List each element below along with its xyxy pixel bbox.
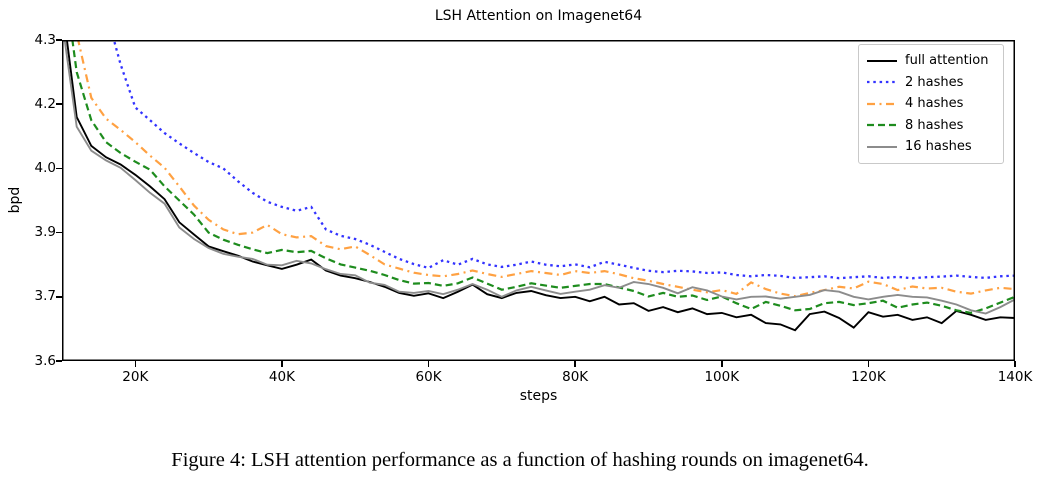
y-tick-mark	[56, 231, 62, 234]
legend-item-8-hashes: 8 hashes	[866, 115, 995, 137]
x-tick-label: 100K	[704, 369, 740, 385]
y-tick-label: 4.3	[34, 31, 56, 48]
series-line-2-hashes	[112, 40, 1015, 280]
legend-label: 2 hashes	[905, 74, 964, 90]
legend-item-16-hashes: 16 hashes	[866, 136, 995, 158]
x-tick-mark	[574, 361, 576, 367]
x-tick-mark	[134, 361, 137, 367]
x-tick-mark	[1014, 361, 1016, 367]
x-tick-label: 140K	[997, 369, 1033, 385]
y-tick-label: 3.7	[34, 288, 56, 305]
legend-label: full attention	[905, 53, 989, 69]
x-tick-label: 60K	[415, 369, 442, 385]
legend-label: 4 hashes	[905, 96, 964, 112]
legend-line-sample	[867, 81, 897, 84]
x-tick-mark	[281, 361, 283, 367]
legend-item-2-hashes: 2 hashes	[866, 72, 995, 94]
legend-line-sample	[867, 59, 897, 62]
legend-label: 16 hashes	[905, 139, 972, 155]
y-tick-mark	[56, 360, 62, 362]
x-tick-label: 120K	[851, 369, 886, 385]
legend-label: 8 hashes	[905, 117, 964, 133]
x-tick-mark	[867, 361, 870, 367]
y-tick-label: 4.0	[34, 159, 56, 176]
chart-title: LSH Attention on Imagenet64	[434, 8, 643, 24]
x-axis-title: steps	[519, 388, 558, 404]
legend-line-sample	[867, 145, 897, 148]
y-tick-label: 3.9	[34, 224, 56, 241]
series-line-4-hashes	[77, 40, 1015, 298]
x-tick-mark	[721, 361, 723, 367]
axes-frame	[62, 40, 1015, 361]
legend: full attention 2 hashes 4 hashes 8 hashes 16…	[858, 44, 1004, 164]
y-tick-mark	[56, 39, 62, 41]
legend-line-sample	[867, 102, 897, 105]
x-tick-label: 80K	[562, 369, 589, 385]
legend-item-full-attention: full attention	[866, 50, 995, 72]
y-tick-label: 4.2	[34, 95, 56, 112]
legend-line-sample	[867, 124, 897, 127]
y-tick-mark	[56, 103, 62, 105]
y-tick-mark	[56, 167, 62, 170]
series-line-full-attention	[65, 40, 1015, 332]
y-axis-title: bpd	[7, 186, 23, 214]
y-tick-mark	[56, 296, 62, 298]
plot-area	[62, 40, 1015, 361]
y-tick-label: 3.6	[34, 352, 56, 369]
x-tick-mark	[427, 361, 430, 367]
x-tick-label: 40K	[268, 369, 295, 385]
series-line-16-hashes	[63, 40, 1015, 315]
figure-caption: Figure 4: LSH attention performance as a…	[171, 449, 869, 471]
legend-item-4-hashes: 4 hashes	[866, 93, 995, 115]
x-tick-label: 20K	[122, 369, 149, 385]
